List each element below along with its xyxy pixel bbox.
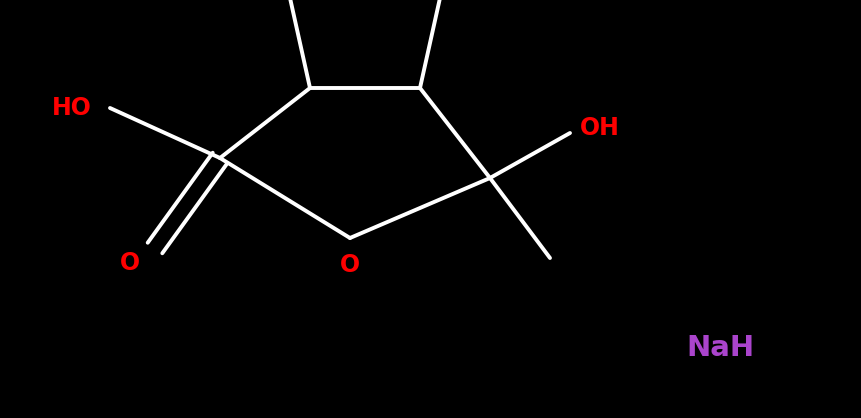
- Text: O: O: [120, 251, 139, 275]
- Text: OH: OH: [579, 116, 619, 140]
- Text: NaH: NaH: [685, 334, 753, 362]
- Text: O: O: [339, 253, 360, 277]
- Text: HO: HO: [52, 96, 92, 120]
